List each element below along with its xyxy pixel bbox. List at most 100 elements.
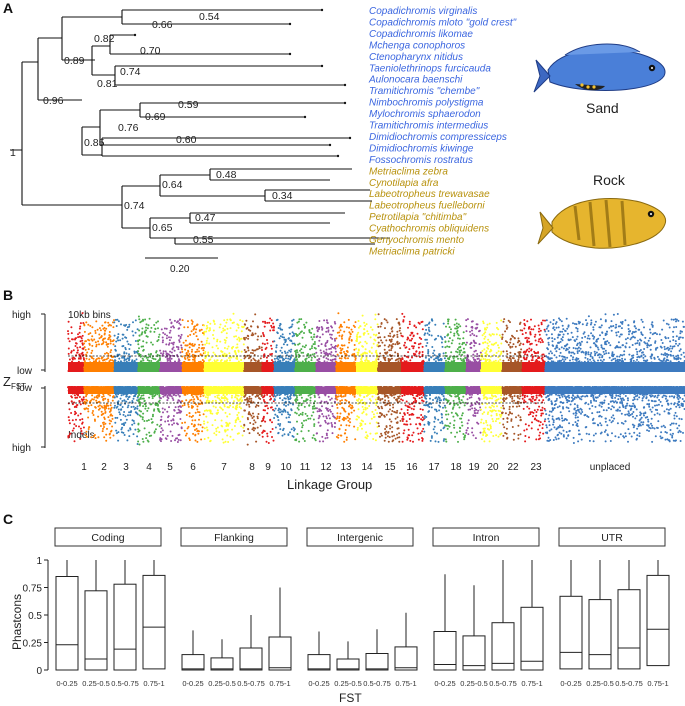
indel-point <box>333 426 336 428</box>
snp-point <box>308 329 311 331</box>
indel-point <box>115 432 118 435</box>
indel-point <box>226 428 229 431</box>
snp-point <box>259 357 262 360</box>
indel-point <box>326 436 329 439</box>
indel-point <box>96 396 99 399</box>
indel-point <box>327 414 330 417</box>
snp-point <box>329 353 332 356</box>
snp-point <box>319 336 322 339</box>
indel-point <box>220 419 223 422</box>
snp-point <box>91 326 94 329</box>
snp-point <box>273 340 276 343</box>
indel-point <box>116 405 119 408</box>
indel-band <box>182 387 204 394</box>
snp-point <box>101 356 103 359</box>
snp-point <box>247 337 250 340</box>
snp-point <box>178 359 181 362</box>
snp-point <box>95 320 98 323</box>
indel-point <box>160 423 162 426</box>
indel-point <box>302 437 305 440</box>
indel-point <box>235 405 238 408</box>
indel-point <box>230 396 233 399</box>
indel-point <box>286 411 289 414</box>
snp-point <box>82 357 85 359</box>
snp-point <box>194 356 196 359</box>
snp-point <box>219 360 222 362</box>
snp-point <box>304 325 307 328</box>
indel-point <box>325 415 328 418</box>
snp-point <box>197 338 199 341</box>
indel-point <box>78 400 81 403</box>
snp-point <box>85 357 88 360</box>
indel-point <box>137 423 140 426</box>
indel-point <box>277 419 280 422</box>
snp-point <box>320 343 323 346</box>
snp-point <box>147 353 150 356</box>
indel-point <box>85 395 87 398</box>
indel-point <box>141 418 144 421</box>
indel-point <box>68 419 71 422</box>
snp-point <box>107 357 110 360</box>
snp-point <box>294 356 297 359</box>
indel-point <box>173 393 176 396</box>
indel-point <box>70 400 73 403</box>
snp-point <box>78 327 81 330</box>
snp-point <box>311 345 314 348</box>
snp-point <box>81 334 84 337</box>
indel-point <box>199 399 202 402</box>
indel-point <box>297 404 300 407</box>
indel-point <box>240 425 243 428</box>
indel-point <box>140 410 142 413</box>
taxon-label: Ctenopharynx nitidus <box>369 52 463 63</box>
indel-point <box>329 410 332 413</box>
snp-point <box>128 358 131 361</box>
snp-point <box>223 319 226 322</box>
indel-point <box>224 411 227 414</box>
bottom-high-label: high <box>12 443 31 454</box>
indel-point <box>203 427 206 430</box>
indel-point <box>134 428 137 431</box>
indel-point <box>91 412 94 414</box>
taxon-label: Labeotropheus fuelleborni <box>369 201 485 212</box>
snp-point <box>313 336 315 338</box>
snp-point <box>279 328 282 331</box>
indel-point <box>131 419 134 422</box>
indel-point <box>309 396 312 399</box>
indel-point <box>109 394 112 397</box>
snp-point <box>291 319 294 322</box>
snp-point <box>321 333 324 336</box>
snp-point <box>294 350 297 353</box>
indel-point <box>75 425 78 427</box>
indel-point <box>307 417 310 420</box>
indel-point <box>326 422 329 425</box>
snp-point <box>88 343 91 346</box>
snp-point <box>195 335 198 338</box>
indel-point <box>95 399 98 402</box>
indel-point <box>267 407 269 410</box>
indel-point <box>318 440 321 443</box>
indel-point <box>68 434 71 437</box>
indel-point <box>280 413 283 416</box>
snp-point <box>323 319 326 322</box>
snp-point <box>79 357 82 360</box>
indel-point <box>282 429 284 432</box>
bin-band <box>262 362 274 372</box>
indel-point <box>246 397 249 400</box>
indel-point <box>256 394 259 397</box>
bootstrap-label: 0.48 <box>216 169 237 181</box>
snp-point <box>273 357 276 360</box>
snp-point <box>181 350 184 353</box>
sand-label: Sand <box>586 100 619 116</box>
indel-point <box>262 399 265 401</box>
snp-point <box>165 343 168 346</box>
snp-point <box>311 327 314 330</box>
snp-point <box>275 319 278 322</box>
snp-point <box>240 359 243 361</box>
indel-point <box>160 440 162 443</box>
taxon-label: Tramitichromis intermedius <box>369 121 488 132</box>
indel-point <box>294 411 297 414</box>
indel-point <box>117 408 120 411</box>
indel-point <box>155 404 157 407</box>
indel-point <box>277 423 280 426</box>
snp-point <box>208 342 211 345</box>
